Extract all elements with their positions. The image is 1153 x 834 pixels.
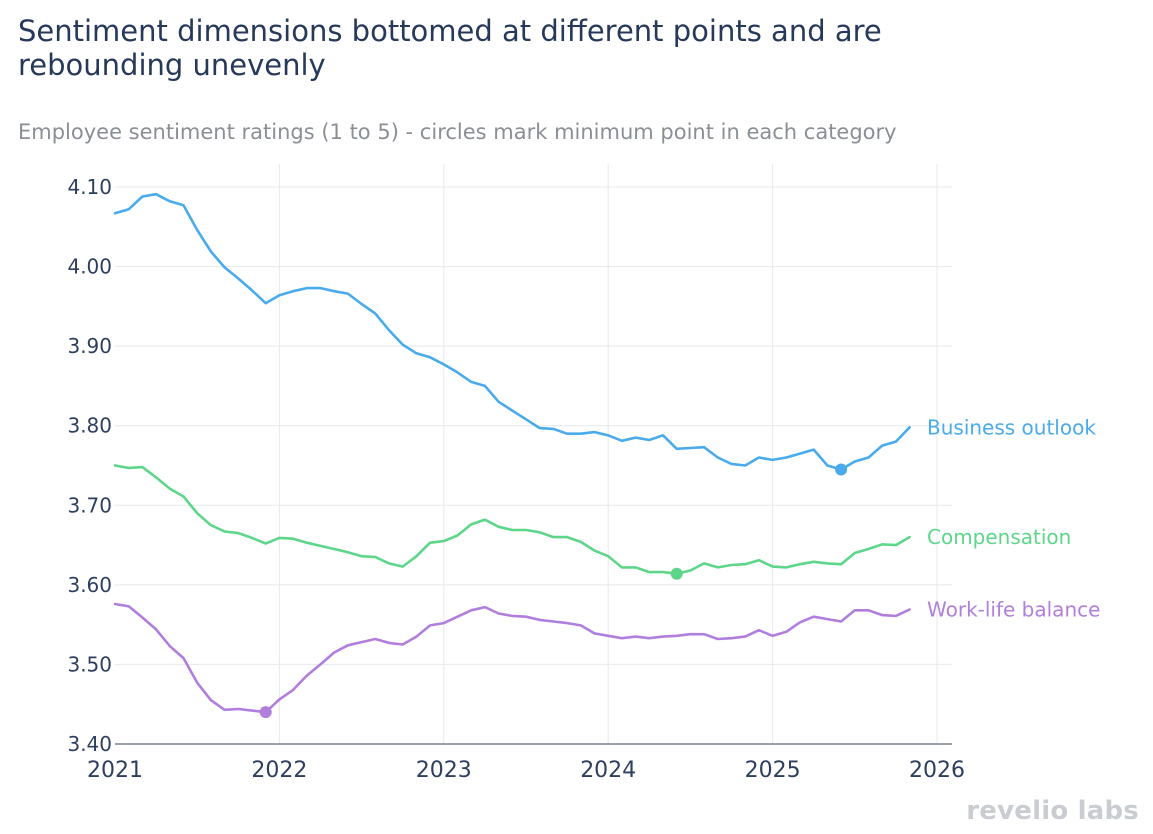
- series: [113, 192, 911, 719]
- series-line: [113, 464, 911, 576]
- series-line: [113, 192, 911, 471]
- axes: 3.40 3.50 3.60 3.70 3.80 3.90 4.00 4.10 2021 2022…: [67, 175, 965, 783]
- series-label: Compensation: [927, 525, 1071, 549]
- grid: [115, 164, 952, 745]
- y-tick-label: 4.10: [67, 175, 112, 199]
- y-tick-label: 3.90: [67, 334, 112, 358]
- series-labels: Business outlook Compensation Work-life ba…: [927, 415, 1100, 621]
- y-tick-label: 3.40: [67, 732, 112, 756]
- x-tick-label: 2022: [251, 758, 307, 783]
- y-tick-label: 3.50: [67, 652, 112, 676]
- min-point-marker: [835, 463, 848, 476]
- series-line: [113, 602, 911, 714]
- min-point-marker: [259, 706, 272, 719]
- series-label: Business outlook: [927, 415, 1096, 439]
- x-tick-label: 2021: [87, 758, 143, 783]
- x-tick-label: 2023: [416, 758, 472, 783]
- chart-subtitle: Employee sentiment ratings (1 to 5) - ci…: [18, 120, 897, 144]
- revelio-labs-logo: revelio labs: [966, 796, 1139, 826]
- y-tick-label: 3.80: [67, 414, 112, 438]
- y-tick-label: 3.70: [67, 493, 112, 517]
- x-tick-label: 2024: [580, 758, 636, 783]
- y-tick-label: 4.00: [67, 255, 112, 279]
- y-tick-label: 3.60: [67, 573, 112, 597]
- chart-title: Sentiment dimensions bottomed at differe…: [18, 14, 882, 82]
- x-tick-label: 2025: [745, 758, 801, 783]
- series-label: Work-life balance: [927, 598, 1100, 622]
- min-point-marker: [670, 567, 683, 580]
- x-tick-label: 2026: [909, 758, 965, 783]
